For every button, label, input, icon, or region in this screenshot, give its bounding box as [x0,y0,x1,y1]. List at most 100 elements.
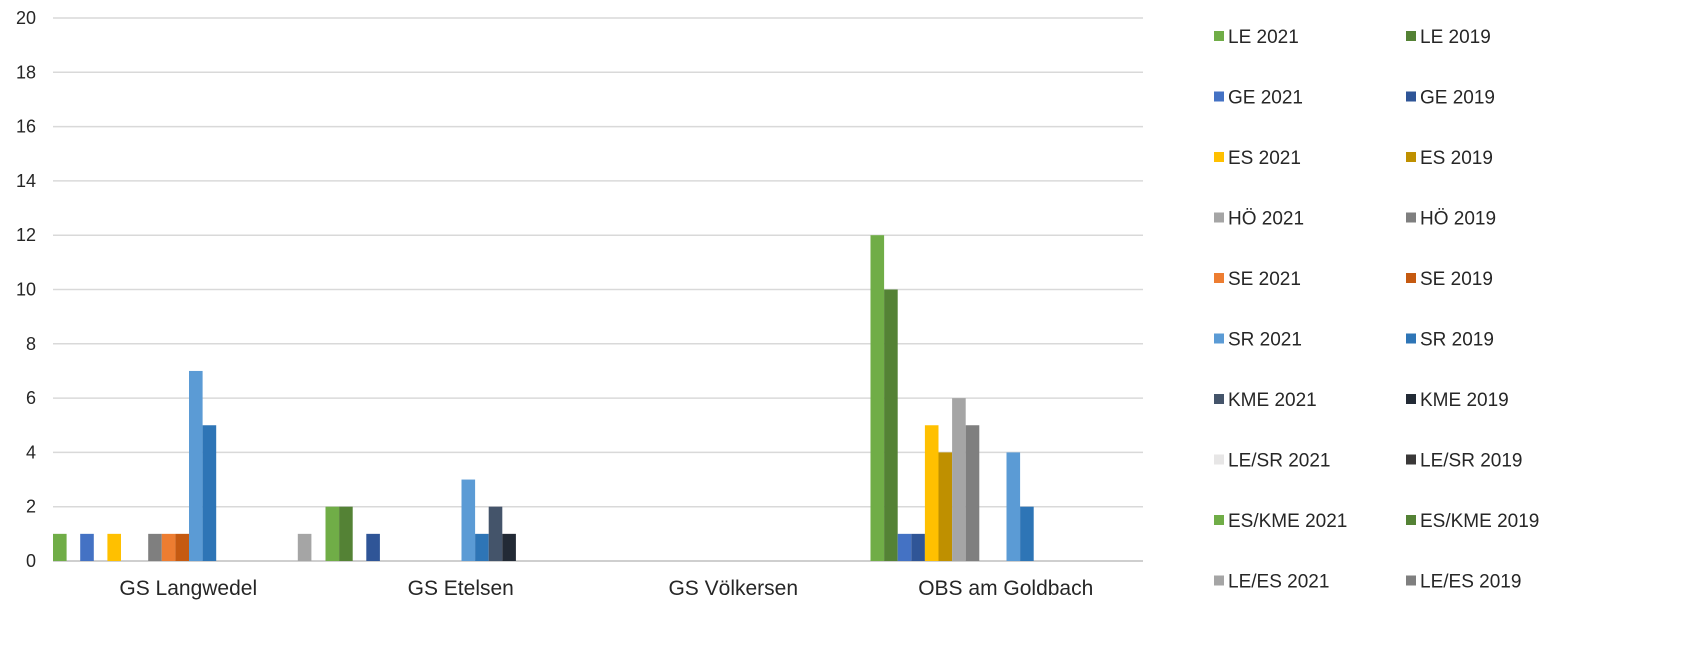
legend-label: HÖ 2021 [1228,209,1304,230]
legend-swatch [1406,91,1416,102]
x-category-label: GS Völkersen [668,577,798,600]
legend-swatch [1406,152,1416,162]
bar [161,533,176,561]
y-tick-label: 18 [16,62,36,82]
legend-label: LE 2019 [1420,27,1491,48]
y-tick-label: 10 [16,280,36,300]
legend-item: LE/ES 2019 [1406,572,1521,593]
legend-swatch [1214,212,1224,223]
bar [80,533,94,561]
legend-swatch [1214,31,1224,41]
legend-item: KME 2021 [1214,390,1317,411]
gridlines [53,17,1143,562]
bar [502,533,516,561]
y-axis-ticks: 0 2 4 6 8 10 12 14 16 18 20 [16,8,36,571]
legend-item: LE 2019 [1406,27,1491,48]
legend-swatch [1406,394,1416,404]
legend-swatch [1214,152,1224,162]
bar [952,398,966,561]
bar [461,479,476,561]
bar [1006,452,1021,561]
legend-swatch [1214,394,1224,404]
legend-label: KME 2021 [1228,390,1317,411]
bar [965,425,980,561]
legend-item: SE 2021 [1214,269,1301,290]
y-tick-label: 12 [16,225,36,245]
y-tick-label: 4 [26,442,36,462]
bar [339,506,353,561]
bar [107,533,121,561]
x-category-label: GS Etelsen [408,577,514,600]
legend-swatch [1406,515,1416,525]
y-tick-label: 2 [26,497,36,517]
legend-swatch [1214,333,1224,344]
legend-item: LE 2021 [1214,27,1299,48]
y-tick-label: 14 [16,171,36,191]
bar [1020,506,1034,561]
legend-label: ES/KME 2021 [1228,511,1347,532]
y-tick-label: 8 [26,334,36,354]
legend-item: LE/SR 2021 [1214,451,1330,472]
legend-swatch [1214,91,1224,102]
legend-swatch [1214,454,1224,465]
legend-item: GE 2021 [1214,88,1303,109]
bar [884,289,898,561]
legend-swatch [1406,212,1416,223]
legend-swatch [1406,575,1416,586]
legend: LE 2021 LE 2019 GE 2021 GE 2019 ES 2021 ES 20… [1214,27,1539,593]
legend-item: HÖ 2021 [1214,209,1304,230]
legend-swatch [1406,31,1416,41]
bar [189,370,203,561]
bar [148,533,162,561]
legend-label: ES 2019 [1420,148,1493,169]
legend-swatch [1406,273,1416,283]
legend-label: KME 2019 [1420,390,1509,411]
legend-item: LE/ES 2021 [1214,572,1329,593]
legend-item: ES 2019 [1406,148,1493,169]
bar [870,235,885,561]
legend-label: LE/SR 2021 [1228,451,1330,472]
x-category-label: GS Langwedel [119,577,257,600]
legend-item: GE 2019 [1406,88,1495,109]
legend-item: SR 2021 [1214,330,1302,351]
legend-item: KME 2019 [1406,390,1509,411]
legend-swatch [1214,515,1224,525]
bar [366,533,380,561]
bar [202,425,217,561]
x-category-label: OBS am Goldbach [918,577,1093,600]
legend-label: ES/KME 2019 [1420,511,1539,532]
bar [938,452,953,561]
legend-label: ES 2021 [1228,148,1301,169]
legend-swatch [1406,333,1416,344]
legend-label: LE/ES 2021 [1228,572,1329,593]
legend-label: SR 2019 [1420,330,1494,351]
bar [488,506,503,561]
legend-label: SR 2021 [1228,330,1302,351]
bar [53,533,67,561]
legend-item: SE 2019 [1406,269,1493,290]
legend-label: SE 2019 [1420,269,1493,290]
y-tick-label: 20 [16,8,36,28]
legend-item: HÖ 2019 [1406,209,1496,230]
legend-swatch [1214,273,1224,283]
bar [475,533,489,561]
legend-label: LE/SR 2019 [1420,451,1522,472]
y-tick-label: 6 [26,388,36,408]
bar [175,533,189,561]
bar [297,533,312,561]
legend-label: HÖ 2019 [1420,209,1496,230]
bars [53,235,1034,561]
y-tick-label: 16 [16,117,36,137]
legend-swatch [1406,454,1416,465]
bar [325,506,340,561]
legend-label: GE 2019 [1420,88,1495,109]
legend-label: GE 2021 [1228,88,1303,109]
legend-item: LE/SR 2019 [1406,451,1522,472]
bar [897,533,912,561]
bar [924,425,939,561]
x-axis-category-labels: GS Langwedel GS Etelsen GS Völkersen OBS am… [119,577,1093,600]
legend-item: SR 2019 [1406,330,1494,351]
legend-label: LE 2021 [1228,27,1299,48]
legend-label: SE 2021 [1228,269,1301,290]
